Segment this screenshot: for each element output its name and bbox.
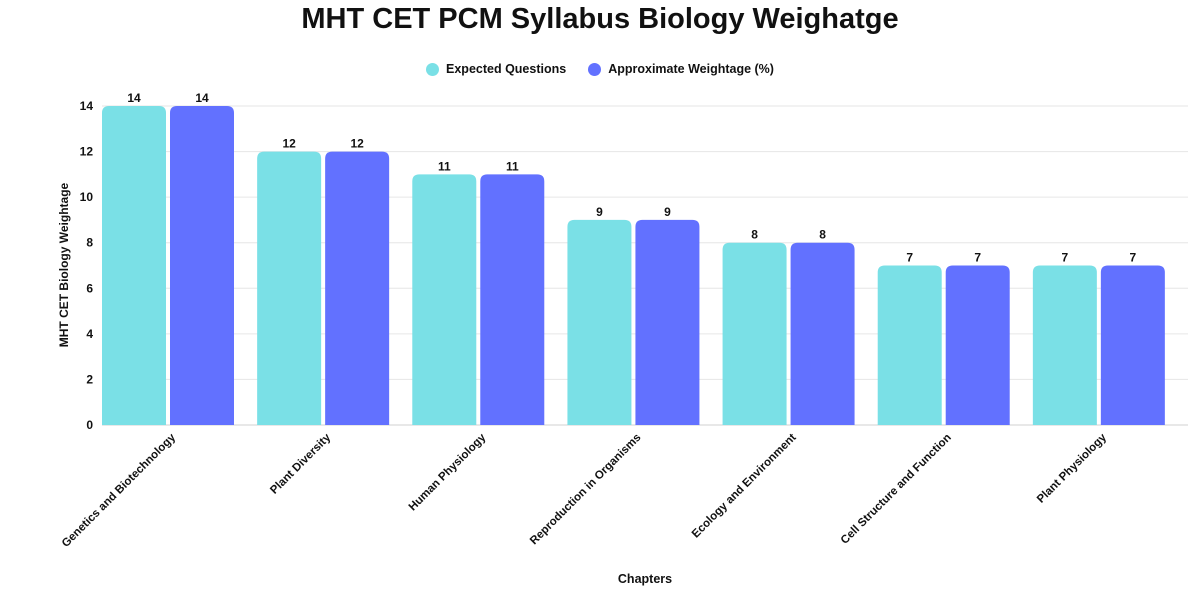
data-label: 7 bbox=[974, 251, 981, 265]
data-label: 11 bbox=[506, 159, 519, 173]
data-label: 9 bbox=[664, 205, 671, 219]
y-tick-label: 2 bbox=[86, 372, 93, 386]
y-tick-label: 4 bbox=[86, 327, 93, 341]
x-tick-label: Ecology and Environment bbox=[690, 432, 799, 541]
legend-item-expected-questions[interactable]: Expected Questions bbox=[426, 62, 566, 76]
legend-item-approximate-weightage[interactable]: Approximate Weightage (%) bbox=[588, 62, 774, 76]
bar-approximate-weightage bbox=[790, 242, 855, 425]
y-tick-label: 12 bbox=[80, 145, 94, 159]
y-tick-label: 0 bbox=[86, 418, 93, 432]
data-label: 7 bbox=[1130, 251, 1137, 265]
data-label: 12 bbox=[350, 137, 364, 151]
bar-approximate-weightage bbox=[480, 174, 545, 425]
legend-swatch-approximate-weightage bbox=[588, 62, 602, 76]
x-tick-label: Plant Diversity bbox=[268, 431, 333, 496]
legend-swatch-expected-questions bbox=[426, 62, 440, 76]
legend-label-approximate-weightage: Approximate Weightage (%) bbox=[608, 62, 774, 76]
bar-approximate-weightage bbox=[170, 106, 234, 425]
x-tick-label: Genetics and Biotechnology bbox=[60, 431, 179, 550]
bar-approximate-weightage bbox=[325, 151, 390, 426]
bar-approximate-weightage bbox=[635, 219, 700, 425]
bar-expected-questions bbox=[1032, 265, 1097, 425]
bar-expected-questions bbox=[412, 174, 477, 425]
x-tick-label: Reproduction in Organisms bbox=[528, 432, 644, 548]
data-label: 7 bbox=[1062, 251, 1069, 265]
data-label: 8 bbox=[819, 228, 826, 242]
bar-expected-questions bbox=[722, 242, 787, 425]
y-tick-label: 8 bbox=[86, 236, 93, 250]
data-label: 11 bbox=[438, 159, 451, 173]
data-label: 9 bbox=[596, 205, 603, 219]
data-label: 14 bbox=[195, 91, 209, 105]
bar-approximate-weightage bbox=[945, 265, 1010, 425]
y-tick-label: 14 bbox=[80, 99, 94, 113]
x-axis-title: Chapters bbox=[617, 572, 673, 586]
data-label: 14 bbox=[127, 91, 141, 105]
data-label: 8 bbox=[751, 228, 758, 242]
x-tick-label: Plant Physiology bbox=[1035, 431, 1109, 505]
x-tick-label: Human Physiology bbox=[407, 431, 489, 513]
legend-label-expected-questions: Expected Questions bbox=[446, 62, 567, 76]
y-tick-label: 10 bbox=[80, 190, 94, 204]
x-tick-label: Cell Structure and Function bbox=[839, 432, 954, 547]
chart-legend: Expected Questions Approximate Weightage… bbox=[0, 58, 1200, 80]
chart-title: MHT CET PCM Syllabus Biology Weighatge bbox=[301, 3, 899, 35]
bar-expected-questions bbox=[877, 265, 942, 425]
bar-expected-questions bbox=[257, 151, 322, 426]
y-tick-label: 6 bbox=[86, 281, 93, 295]
bar-expected-questions bbox=[102, 106, 166, 425]
bar-expected-questions bbox=[567, 219, 632, 425]
bar-approximate-weightage bbox=[1100, 265, 1165, 425]
data-label: 7 bbox=[906, 251, 913, 265]
data-label: 12 bbox=[282, 137, 296, 151]
